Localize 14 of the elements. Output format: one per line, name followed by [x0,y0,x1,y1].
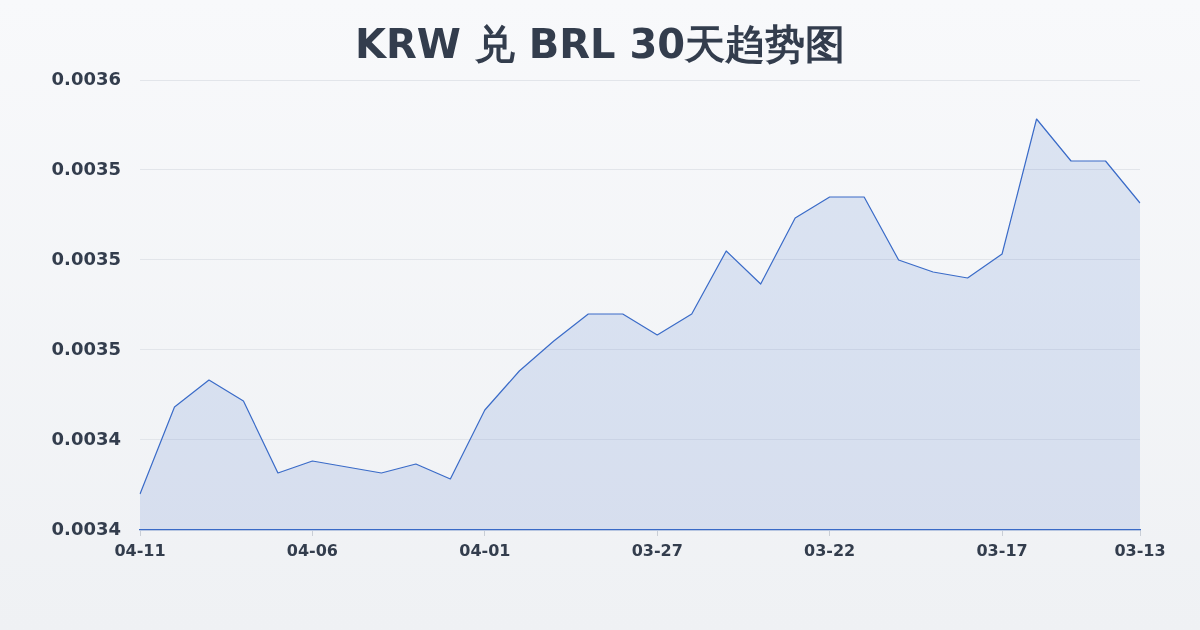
x-tick-label: 03-13 [1114,540,1166,560]
y-tick-label: 0.0036 [51,67,121,89]
x-tick-label: 04-06 [286,540,338,560]
y-tick-label: 0.0035 [51,337,121,359]
y-tick-label: 0.0034 [51,517,121,539]
x-tick-label: 03-17 [976,540,1028,560]
y-tick-label: 0.0034 [51,427,121,449]
x-tick-label: 04-11 [114,540,166,560]
x-tick-label: 03-22 [804,540,856,560]
x-tick-label: 04-01 [459,540,511,560]
chart-title: KRW 兑 BRL 30天趋势图 [354,21,846,67]
x-tick-label: 03-27 [631,540,683,560]
y-tick-label: 0.0035 [51,157,121,179]
y-tick-label: 0.0035 [51,247,121,269]
